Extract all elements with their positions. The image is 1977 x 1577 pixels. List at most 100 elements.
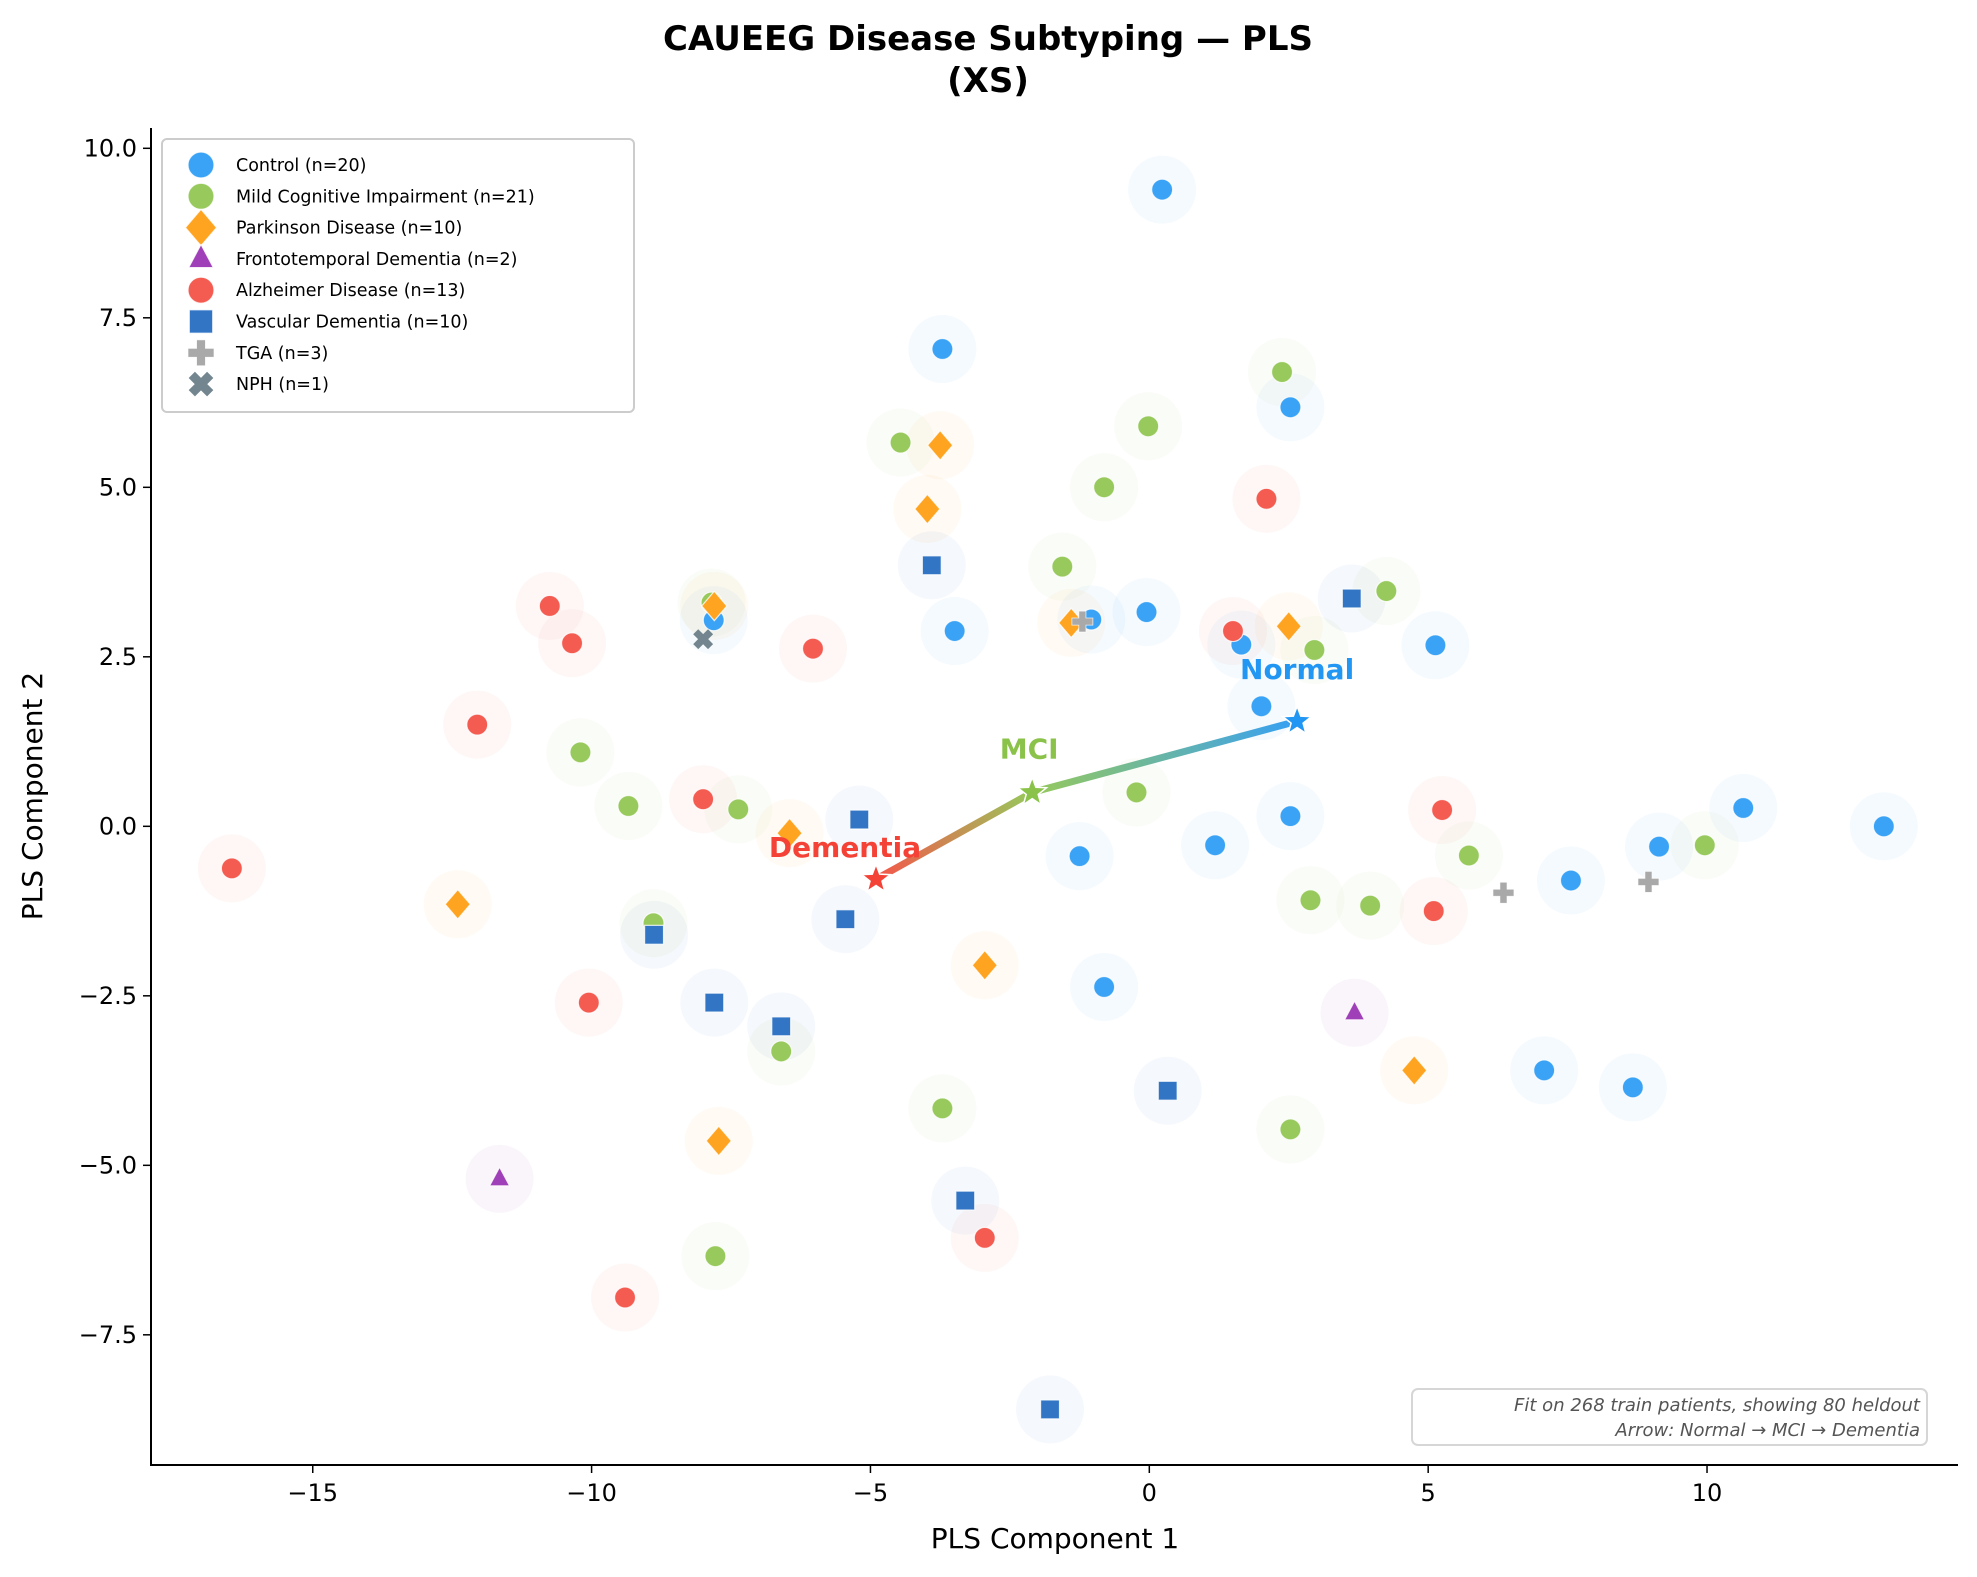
- mild-cognitive-impairment-point: [1137, 415, 1160, 438]
- control-point: [1093, 975, 1116, 999]
- dementia-centroid-label: Dementia: [769, 831, 921, 864]
- trajectory-segment-mci-dementia: [872, 788, 1036, 883]
- legend-item-frontotemporal-dementia: Frontotemporal Dementia (n=2): [236, 250, 518, 270]
- y-tick-label: 7.5: [99, 304, 137, 332]
- alzheimer-disease-point: [973, 1226, 996, 1249]
- control-point: [1250, 695, 1273, 718]
- x-ticks: −15 −10 −5 0 5 10: [287, 1465, 1722, 1507]
- vascular-dementia-point: [849, 809, 870, 830]
- legend-control-icon: [187, 151, 215, 179]
- mild-cognitive-impairment-point: [617, 794, 640, 818]
- y-ticks: −7.5 −5.0 −2.5 0.0 2.5 5.0 7.5 10.0: [79, 134, 151, 1349]
- control-point: [943, 619, 966, 643]
- control-point: [1279, 805, 1302, 828]
- alzheimer-disease-point: [577, 991, 600, 1014]
- vascular-dementia-point: [644, 924, 665, 945]
- mild-cognitive-impairment-point: [1279, 1118, 1302, 1141]
- x-tick-label: −5: [853, 1479, 888, 1507]
- alzheimer-disease-point: [1431, 798, 1454, 822]
- mild-cognitive-impairment-point: [1093, 476, 1116, 499]
- legend-item-alzheimer-disease: Alzheimer Disease (n=13): [236, 281, 465, 301]
- mild-cognitive-impairment-point: [1299, 889, 1322, 912]
- tga-point: [1492, 881, 1515, 904]
- legend-nph-icon: [188, 371, 214, 397]
- vascular-dementia-point: [1157, 1080, 1178, 1101]
- annotation-line-1: Fit on 268 train patients, showing 80 he…: [1514, 1395, 1921, 1416]
- frontotemporal-dementia-point: [1343, 1000, 1366, 1021]
- parkinson-disease-point: [1275, 610, 1303, 642]
- mild-cognitive-impairment-point: [1359, 894, 1382, 917]
- legend-item-control: Control (n=20): [236, 156, 367, 176]
- x-tick-label: 0: [1142, 1479, 1157, 1507]
- control-point: [1424, 634, 1447, 657]
- vascular-dementia-point: [921, 555, 942, 576]
- legend-item-parkinson-disease: Parkinson Disease (n=10): [236, 219, 462, 239]
- mild-cognitive-impairment-point: [1051, 555, 1074, 578]
- normal-centroid-star-icon: [1280, 704, 1314, 736]
- control-point: [1533, 1059, 1556, 1082]
- legend-item-mild-cognitive-impairment: Mild Cognitive Impairment (n=21): [236, 187, 535, 207]
- y-tick-label: 0.0: [99, 812, 137, 840]
- alzheimer-disease-point: [538, 594, 561, 618]
- y-tick-label: 10.0: [84, 134, 137, 162]
- mild-cognitive-impairment-point: [727, 798, 750, 821]
- alzheimer-disease-point: [613, 1286, 637, 1309]
- y-tick-label: 5.0: [99, 473, 137, 501]
- mild-cognitive-impairment-point: [931, 1097, 954, 1120]
- normal-centroid-label: Normal: [1240, 653, 1354, 686]
- alzheimer-disease-point: [220, 857, 243, 880]
- y-tick-label: −2.5: [79, 982, 137, 1010]
- parkinson-disease-point: [1400, 1054, 1428, 1087]
- trajectory-layer: Normal MCI Dementia: [769, 653, 1354, 894]
- tga-point: [1071, 610, 1094, 633]
- parkinson-disease-point: [444, 888, 472, 920]
- annotation-frame: [1411, 1388, 1928, 1446]
- mild-cognitive-impairment-point: [1375, 579, 1398, 603]
- vascular-dementia-point: [955, 1190, 976, 1211]
- mild-cognitive-impairment-point: [889, 431, 912, 454]
- legend-item-vascular-dementia: Vascular Dementia (n=10): [236, 313, 468, 333]
- chart-subtitle: (XS): [947, 61, 1029, 101]
- tga-point: [1637, 871, 1660, 893]
- legend-frontotemporal-dementia-icon: [188, 243, 214, 268]
- vascular-dementia-point: [1039, 1399, 1061, 1420]
- mild-cognitive-impairment-point: [1303, 638, 1326, 662]
- alzheimer-disease-point: [466, 713, 489, 736]
- control-point: [1559, 869, 1583, 892]
- legend-vascular-dementia-icon: [188, 309, 214, 334]
- dementia-centroid-star-icon: [859, 862, 893, 894]
- parkinson-disease-point: [700, 590, 728, 622]
- chart-title: CAUEEG Disease Subtyping — PLS: [663, 19, 1313, 59]
- legend-tga-icon: [187, 339, 215, 367]
- control-point: [931, 337, 954, 361]
- x-tick-label: 5: [1421, 1479, 1436, 1507]
- parkinson-disease-point: [926, 429, 954, 461]
- control-point: [1872, 815, 1895, 838]
- parkinson-disease-point: [913, 493, 941, 525]
- vascular-dementia-point: [1341, 588, 1362, 609]
- control-point: [1621, 1076, 1644, 1099]
- parkinson-disease-point: [971, 949, 999, 981]
- control-point: [1204, 834, 1227, 857]
- y-tick-label: −7.5: [79, 1321, 137, 1349]
- vascular-dementia-point: [835, 909, 856, 930]
- control-point: [1732, 796, 1755, 820]
- x-tick-label: −10: [566, 1479, 617, 1507]
- alzheimer-disease-point: [692, 788, 715, 811]
- y-tick-label: −5.0: [79, 1151, 137, 1179]
- mild-cognitive-impairment-point: [569, 741, 592, 764]
- x-tick-label: −15: [287, 1479, 338, 1507]
- mild-cognitive-impairment-point: [770, 1040, 793, 1063]
- y-axis-label: PLS Component 2: [16, 672, 49, 920]
- control-point: [1135, 600, 1158, 624]
- x-axis-label: PLS Component 1: [931, 1522, 1179, 1555]
- alzheimer-disease-point: [560, 632, 584, 655]
- control-point: [1279, 396, 1302, 419]
- legend: Control (n=20) Mild Cognitive Impairment …: [161, 138, 635, 413]
- mild-cognitive-impairment-point: [1125, 781, 1148, 804]
- trajectory-segment-normal-mci: [1028, 717, 1301, 796]
- control-point: [1068, 845, 1091, 868]
- x-tick-label: 10: [1692, 1479, 1723, 1507]
- mci-centroid-label: MCI: [1000, 732, 1059, 765]
